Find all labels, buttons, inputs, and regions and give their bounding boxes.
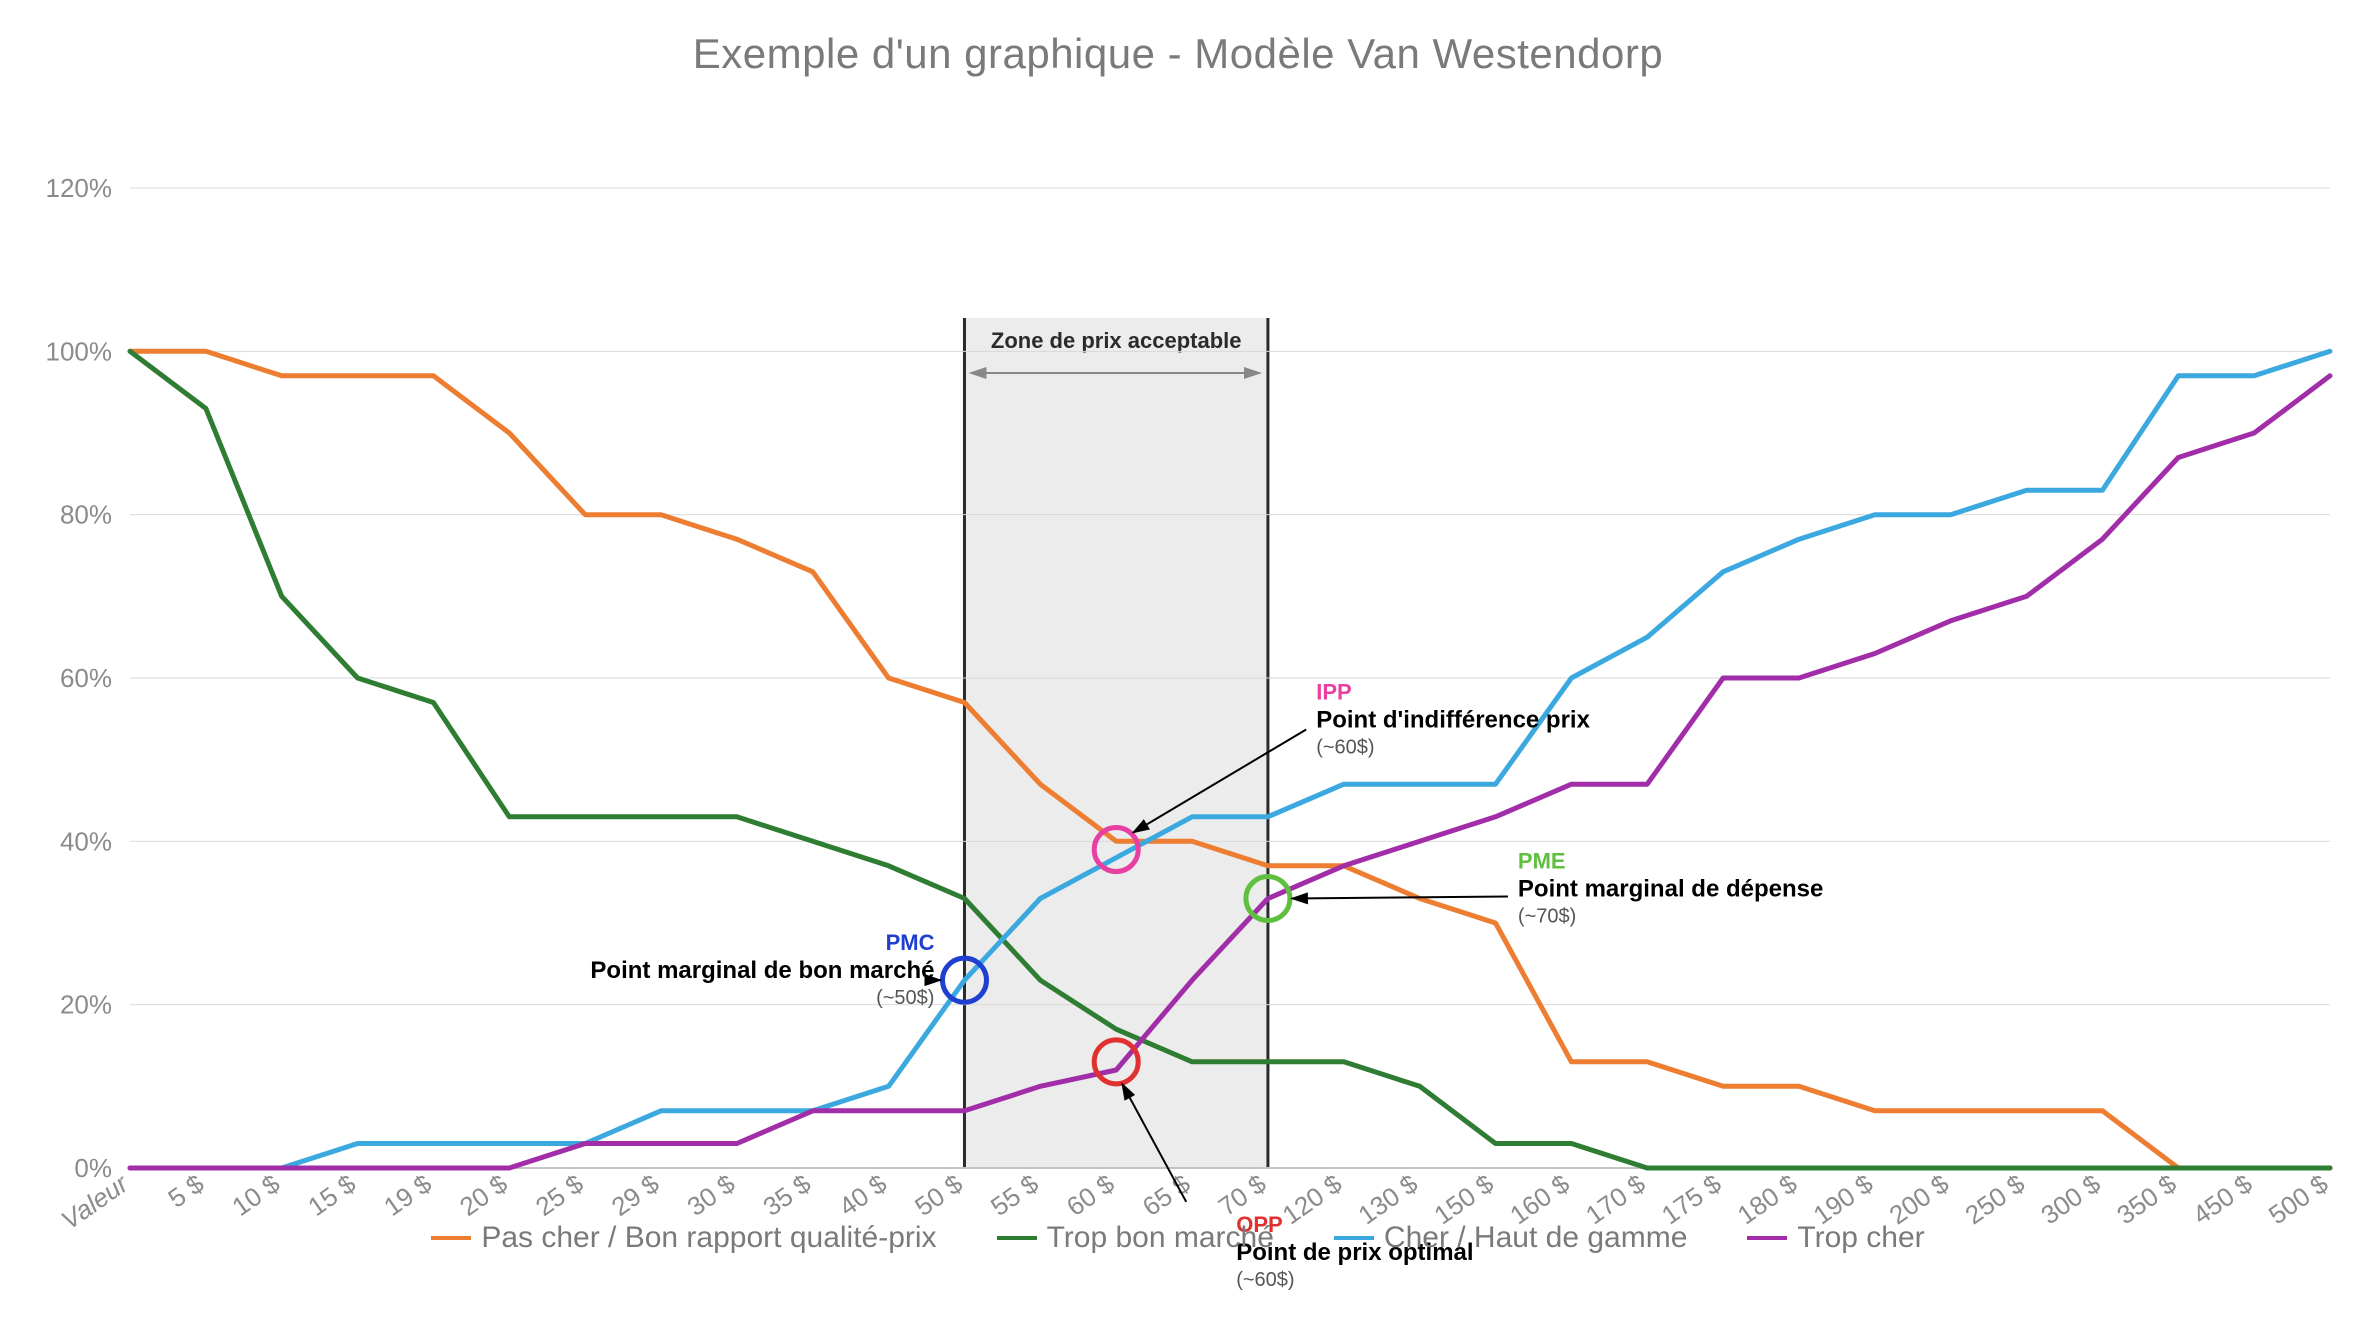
- x-tick-label: 55 $: [985, 1168, 1044, 1222]
- legend-swatch: [1747, 1236, 1787, 1240]
- x-tick-label: 25 $: [530, 1168, 589, 1222]
- chart-title: Exemple d'un graphique - Modèle Van West…: [0, 0, 2356, 78]
- legend-swatch: [1334, 1236, 1374, 1240]
- x-tick-label: 5 $: [162, 1168, 209, 1214]
- annotation-price: (~60$): [1316, 737, 1374, 759]
- x-tick-label: 10 $: [227, 1168, 286, 1222]
- annotation-arrow: [1292, 897, 1508, 899]
- annotation-code: PMC: [886, 930, 935, 955]
- annotation-code: PME: [1518, 849, 1566, 874]
- y-tick-label: 60%: [60, 663, 112, 693]
- annotation-price: (~60$): [1236, 1269, 1294, 1291]
- annotation-label: Point d'indifférence prix: [1316, 707, 1590, 734]
- legend-label: Trop bon marché: [1047, 1221, 1274, 1255]
- x-tick-label: 65 $: [1137, 1168, 1196, 1222]
- chart-legend: Pas cher / Bon rapport qualité-prix Trop…: [0, 1221, 2356, 1255]
- x-tick-label: 40 $: [833, 1168, 892, 1222]
- x-tick-label: 35 $: [758, 1168, 817, 1222]
- legend-item-pas-cher: Pas cher / Bon rapport qualité-prix: [431, 1221, 936, 1255]
- x-tick-label: 30 $: [682, 1168, 741, 1222]
- legend-item-trop-bon-marche: Trop bon marché: [997, 1221, 1274, 1255]
- legend-label: Pas cher / Bon rapport qualité-prix: [481, 1221, 936, 1255]
- x-tick-label: 20 $: [454, 1168, 513, 1222]
- x-tick-label: 15 $: [302, 1168, 361, 1222]
- y-tick-label: 100%: [46, 336, 113, 366]
- legend-swatch: [431, 1236, 471, 1240]
- x-tick-label: 50 $: [909, 1168, 968, 1222]
- annotation-code: IPP: [1316, 680, 1351, 705]
- x-tick-label: 19 $: [378, 1168, 437, 1222]
- legend-label: Trop cher: [1797, 1221, 1924, 1255]
- y-tick-label: 20%: [60, 990, 112, 1020]
- annotation-label: Point marginal de dépense: [1518, 876, 1823, 903]
- y-tick-label: 120%: [46, 173, 113, 203]
- zone-label: Zone de prix acceptable: [991, 328, 1242, 353]
- legend-swatch: [997, 1236, 1037, 1240]
- legend-label: Cher / Haut de gamme: [1384, 1221, 1687, 1255]
- x-tick-label: 29 $: [606, 1168, 665, 1222]
- annotation-price: (~50$): [876, 987, 934, 1009]
- legend-item-cher: Cher / Haut de gamme: [1334, 1221, 1687, 1255]
- chart-svg: Zone de prix acceptable0%20%40%60%80%100…: [0, 78, 2356, 1343]
- annotation-price: (~70$): [1518, 906, 1576, 928]
- chart-container: Exemple d'un graphique - Modèle Van West…: [0, 0, 2356, 1265]
- legend-item-trop-cher: Trop cher: [1747, 1221, 1924, 1255]
- y-tick-label: 80%: [60, 500, 112, 530]
- y-tick-label: 40%: [60, 826, 112, 856]
- x-tick-label: 60 $: [1061, 1168, 1120, 1222]
- annotation-label: Point marginal de bon marché: [590, 957, 934, 984]
